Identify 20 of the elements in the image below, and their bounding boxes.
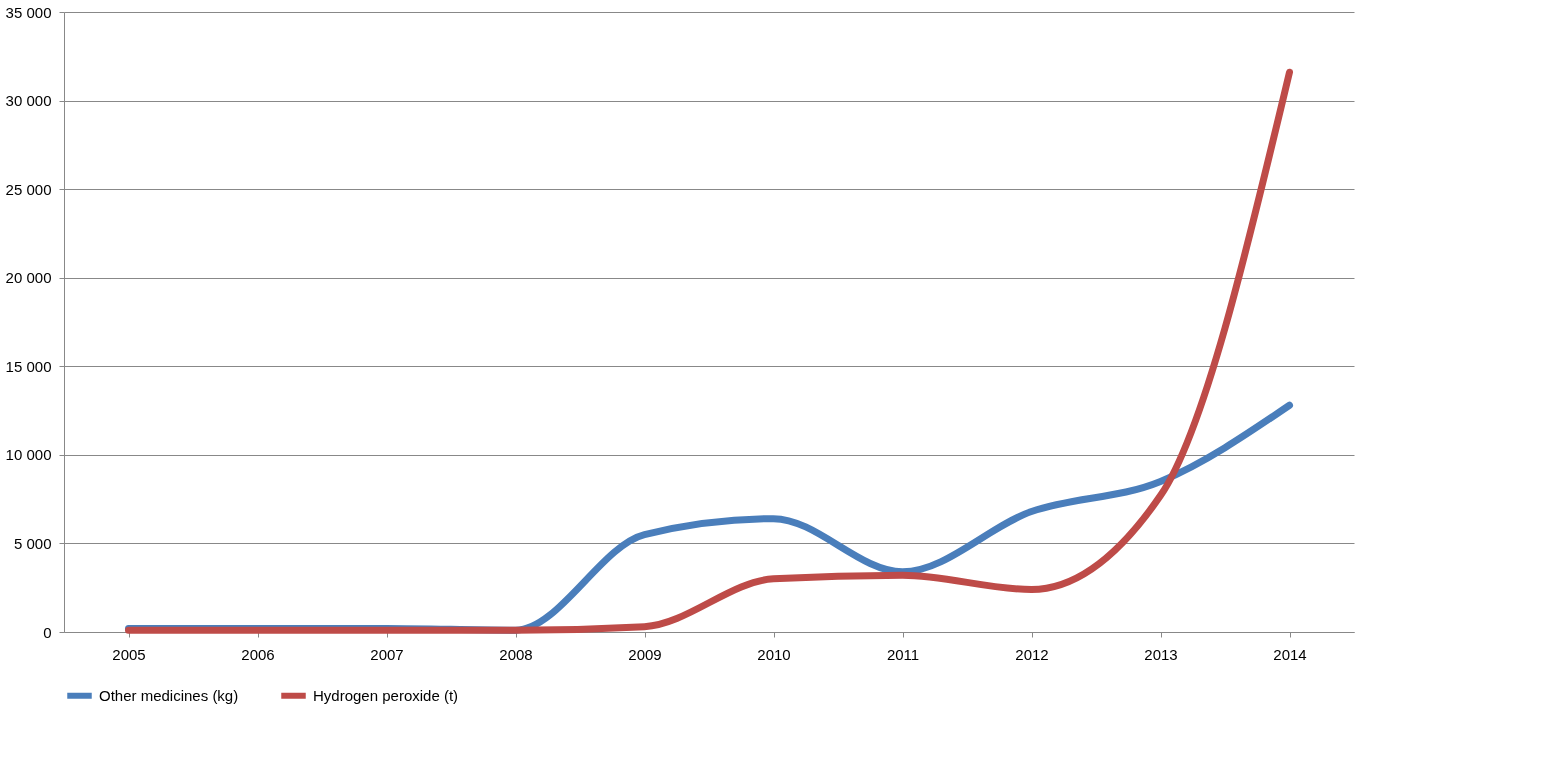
x-tick-label: 2011 (886, 645, 920, 663)
x-tick-label: 2008 (499, 645, 533, 663)
x-tick-label: 2012 (1015, 645, 1049, 663)
y-tick-label: 15 000 (5, 357, 52, 375)
y-tick-label: 35 000 (5, 3, 52, 21)
y-tick-label: 25 000 (5, 180, 52, 198)
y-tick-label: 10 000 (5, 446, 52, 464)
x-tick-label: 2007 (370, 645, 404, 663)
x-tick-label: 2013 (1144, 645, 1178, 663)
x-tick-label: 2014 (1273, 645, 1307, 663)
y-tick-label: 30 000 (5, 92, 52, 110)
y-tick-label: 20 000 (5, 269, 52, 287)
x-tick-label: 2010 (757, 645, 791, 663)
y-tick-label: 5 000 (13, 534, 52, 552)
legend-label: Other medicines (kg) (99, 686, 239, 704)
y-tick-label: 0 (43, 623, 52, 641)
legend-label: Hydrogen peroxide (t) (313, 686, 459, 704)
x-tick-label: 2005 (112, 645, 146, 663)
x-tick-label: 2006 (241, 645, 275, 663)
x-tick-label: 2009 (628, 645, 662, 663)
